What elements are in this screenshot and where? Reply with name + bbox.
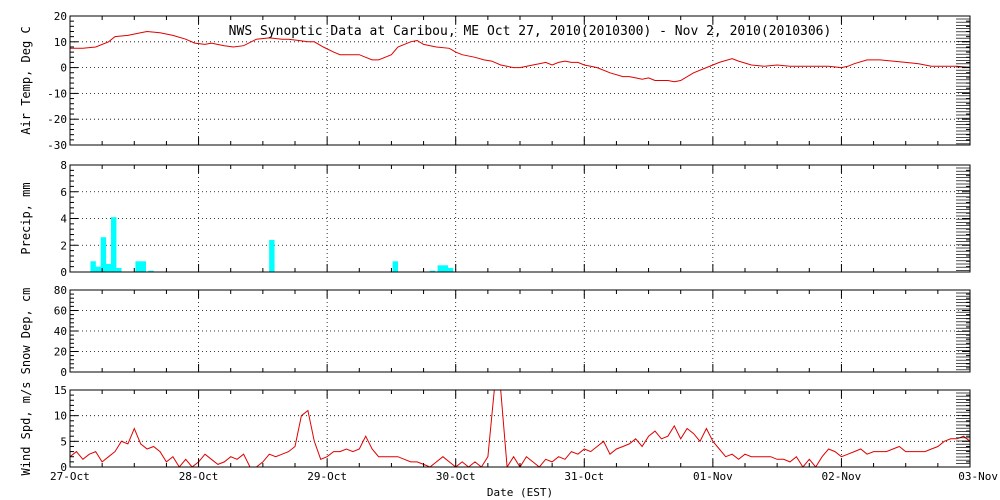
precip-bar xyxy=(447,267,454,272)
y-tick-label: 10 xyxy=(54,410,67,423)
y-tick-label: 0 xyxy=(60,62,67,75)
y-axis-label-snow-depth: Snow Dep, cm xyxy=(19,288,33,375)
precip-bar xyxy=(135,261,141,272)
x-tick-label: 31-Oct xyxy=(564,470,604,483)
y-tick-label: -20 xyxy=(47,113,67,126)
y-tick-label: 2 xyxy=(60,239,67,252)
series-line-wind-speed xyxy=(70,390,970,467)
x-tick-label: 01-Nov xyxy=(693,470,733,483)
x-tick-label: 02-Nov xyxy=(822,470,862,483)
precip-bar xyxy=(148,270,154,272)
precip-bar xyxy=(392,261,398,272)
y-tick-label: 6 xyxy=(60,186,67,199)
x-tick-label: 03-Nov xyxy=(958,470,998,483)
precip-bar xyxy=(105,263,112,272)
precip-bar xyxy=(116,267,122,272)
precip-bar xyxy=(437,265,443,272)
y-tick-label: 0 xyxy=(60,266,67,279)
panel-frame xyxy=(69,389,971,468)
precip-bar xyxy=(111,217,117,272)
y-axis-label-wind-speed: Wind Spd, m/s xyxy=(19,382,33,476)
y-tick-label: 80 xyxy=(54,284,67,297)
panel-precip: 0 2 4 6 8 Precip, mm xyxy=(19,159,971,279)
y-tick-label: 4 xyxy=(60,213,67,226)
y-tick-label: -10 xyxy=(47,87,67,100)
x-tick-label: 29-Oct xyxy=(307,470,347,483)
y-tick-label: 20 xyxy=(54,346,67,359)
panel-air-temp: -30 -20 -10 0 10 20 Air Temp, Deg C xyxy=(19,10,971,152)
precip-bar xyxy=(95,266,101,272)
y-tick-label: 15 xyxy=(54,384,67,397)
y-tick-label: 5 xyxy=(60,435,67,448)
chart-title: NWS Synoptic Data at Caribou, ME Oct 27,… xyxy=(229,24,832,39)
y-tick-label: 0 xyxy=(60,461,67,474)
precip-bar xyxy=(100,237,107,272)
x-tick-label: 28-Oct xyxy=(179,470,219,483)
y-tick-label: 0 xyxy=(60,366,67,379)
y-tick-label: 20 xyxy=(54,10,67,23)
panel-wind-speed: 0 5 10 15 Wind Spd, m/s xyxy=(19,382,971,476)
panels: -30 -20 -10 0 10 20 Air Temp, Deg C 0 2 4 6 8 Precip… xyxy=(19,10,971,476)
precip-bar xyxy=(140,261,146,272)
y-tick-label: 8 xyxy=(60,159,67,172)
y-axis-label-air-temp: Air Temp, Deg C xyxy=(19,26,33,134)
x-axis-label: Date (EST) xyxy=(487,486,553,499)
y-tick-label: 60 xyxy=(54,305,67,318)
precip-bar xyxy=(442,265,449,272)
y-tick-label: -30 xyxy=(47,139,67,152)
x-tick-label: 27-Oct xyxy=(50,470,90,483)
precip-bar xyxy=(90,261,96,272)
series-line-air-temp xyxy=(70,30,970,83)
y-tick-label: 10 xyxy=(54,36,67,49)
panel-snow-depth: 0 20 40 60 80 Snow Dep, cm xyxy=(19,284,971,379)
precip-bar xyxy=(269,239,275,272)
y-tick-label: 40 xyxy=(54,325,67,338)
x-axis: 27-Oct 28-Oct 29-Oct 30-Oct 31-Oct 01-Nov 02-N… xyxy=(50,470,998,483)
x-tick-label: 30-Oct xyxy=(436,470,476,483)
y-axis-label-precip: Precip, mm xyxy=(19,182,33,254)
precip-bar xyxy=(429,270,436,272)
